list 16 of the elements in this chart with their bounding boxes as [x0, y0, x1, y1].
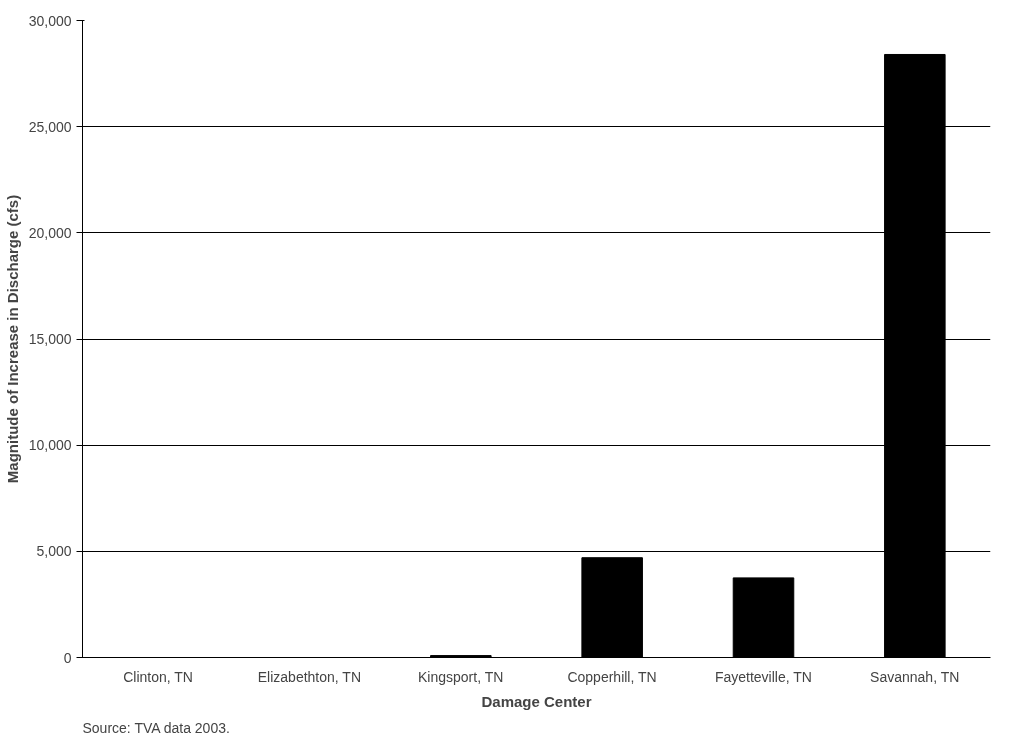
x-tick-label: Kingsport, TN	[418, 668, 504, 685]
x-tick-label: Clinton, TN	[123, 668, 193, 685]
y-tick-label: 30,000	[28, 12, 72, 29]
x-tick-label: Copperhill, TN	[567, 668, 657, 685]
y-tick-label: 5,000	[36, 543, 72, 560]
source-note: Source: TVA data 2003.	[82, 719, 230, 736]
y-tick-label: 10,000	[28, 437, 72, 454]
y-tick-label: 15,000	[28, 331, 72, 347]
y-axis-title: Magnitude of Increase in Discharge (cfs)	[3, 194, 21, 484]
y-tick-label: 25,000	[28, 118, 72, 135]
y-tick-label: 0	[63, 649, 72, 666]
x-tick-label: Elizabethton, TN	[257, 668, 361, 685]
x-tick-label: Fayetteville, TN	[714, 668, 812, 685]
x-tick-label: Savannah, TN	[870, 668, 960, 685]
x-axis-title: Damage Center	[481, 692, 592, 710]
y-tick-label: 20,000	[28, 224, 72, 241]
